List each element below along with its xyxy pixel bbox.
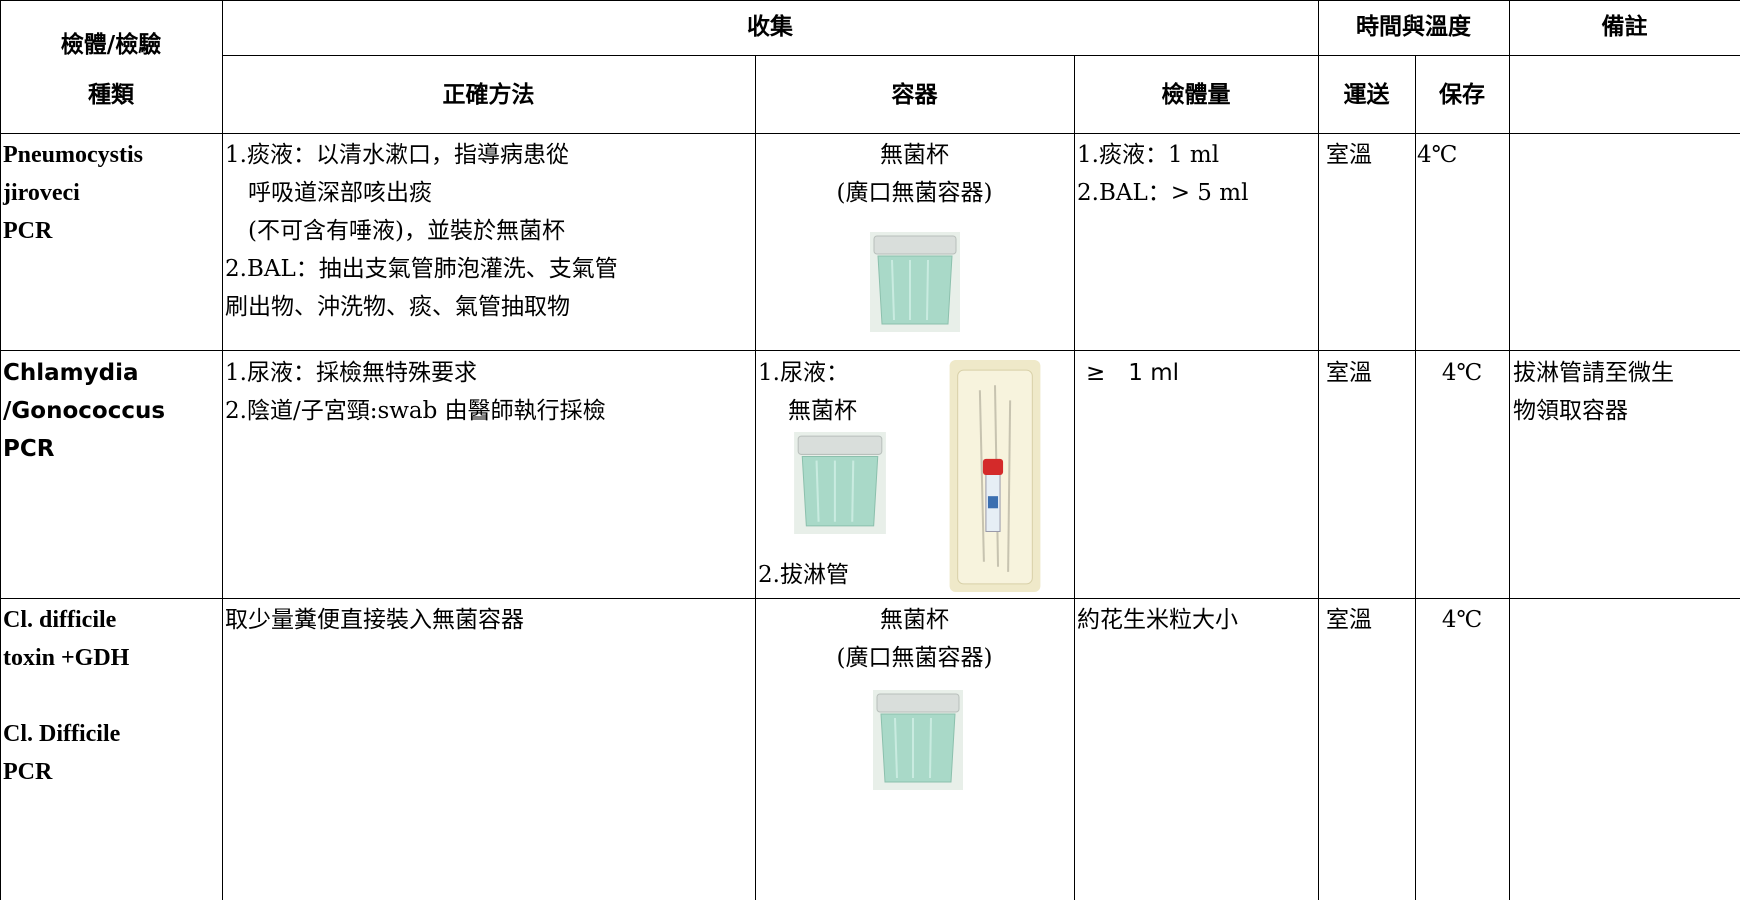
specimen-name: PCR: [3, 218, 53, 244]
transport: 室溫: [1326, 607, 1372, 633]
specimen-name: PCR: [3, 759, 53, 785]
volume-line: 約花生米粒大小: [1077, 607, 1238, 633]
specimen-name: toxin +GDH: [3, 645, 130, 671]
header-method: 正確方法: [442, 81, 535, 108]
method-line: 1.尿液：採檢無特殊要求: [225, 360, 477, 386]
container-line: (廣口無菌容器): [836, 645, 993, 671]
method-line: 取少量糞便直接裝入無菌容器: [225, 607, 524, 633]
swab-photo: [949, 360, 1041, 592]
header-transport: 運送: [1343, 81, 1390, 108]
rule: [222, 0, 223, 900]
header-collection: 收集: [747, 13, 793, 40]
specimen-name: /Gonococcus: [3, 398, 166, 424]
header-storage: 保存: [1439, 81, 1485, 108]
rule: [1318, 0, 1319, 900]
volume-line: 1.痰液：1 ml: [1077, 142, 1220, 168]
volume-line: ≥ 1 ml: [1086, 360, 1180, 386]
header-time-temp: 時間與溫度: [1356, 13, 1471, 40]
rule: [755, 55, 756, 900]
specimen-name: Cl. difficile: [3, 607, 117, 633]
rule: [0, 598, 1740, 599]
method-line: 2.BAL：抽出支氣管肺泡灌洗、支氣管: [225, 256, 618, 282]
rule: [0, 0, 1740, 1]
rule: [0, 133, 1740, 134]
header-container: 容器: [891, 81, 938, 108]
container-photo: [870, 232, 960, 332]
specimen-name: Chlamydia: [3, 360, 139, 386]
method-line: 2.陰道/子宮頸:swab 由醫師執行採檢: [225, 398, 606, 424]
rule: [0, 0, 1, 900]
container-line: 無菌杯: [880, 607, 949, 633]
storage: 4℃: [1441, 607, 1483, 633]
header-remarks: 備註: [1601, 13, 1648, 40]
rule: [222, 55, 1740, 56]
storage: 4℃: [1441, 360, 1483, 386]
container-line: 2.拔淋管: [758, 562, 849, 588]
specimen-name: jiroveci: [3, 180, 80, 206]
method-line: 呼吸道深部咳出痰: [225, 180, 432, 206]
transport: 室溫: [1326, 142, 1372, 168]
remarks-line: 拔淋管請至微生: [1513, 360, 1674, 386]
container-line: 無菌杯: [788, 398, 857, 424]
container-line: (廣口無菌容器): [836, 180, 993, 206]
header-volume: 檢體量: [1161, 81, 1231, 108]
container-photo: [794, 432, 886, 534]
volume-line: 2.BAL：> 5 ml: [1077, 180, 1249, 206]
method-line: 1.痰液：以清水漱口，指導病患從: [225, 142, 569, 168]
rule: [1509, 0, 1510, 900]
header-specimen: 檢體/檢驗: [60, 31, 162, 58]
specimen-name: PCR: [3, 436, 55, 462]
storage: 4℃: [1417, 142, 1458, 168]
container-line: 無菌杯: [880, 142, 949, 168]
transport: 室溫: [1326, 360, 1372, 386]
specimen-name: Pneumocystis: [3, 142, 143, 168]
rule: [1415, 55, 1416, 900]
rule: [1074, 55, 1075, 900]
rule: [0, 350, 1740, 351]
container-photo: [873, 690, 963, 790]
header-specimen: 種類: [88, 81, 134, 108]
container-line: 1.尿液：: [758, 360, 849, 386]
remarks-line: 物領取容器: [1513, 398, 1628, 424]
specimen-name: Cl. Difficile: [3, 721, 121, 747]
method-line: (不可含有唾液)，並裝於無菌杯: [225, 218, 565, 244]
method-line: 刷出物、沖洗物、痰、氣管抽取物: [225, 294, 570, 320]
